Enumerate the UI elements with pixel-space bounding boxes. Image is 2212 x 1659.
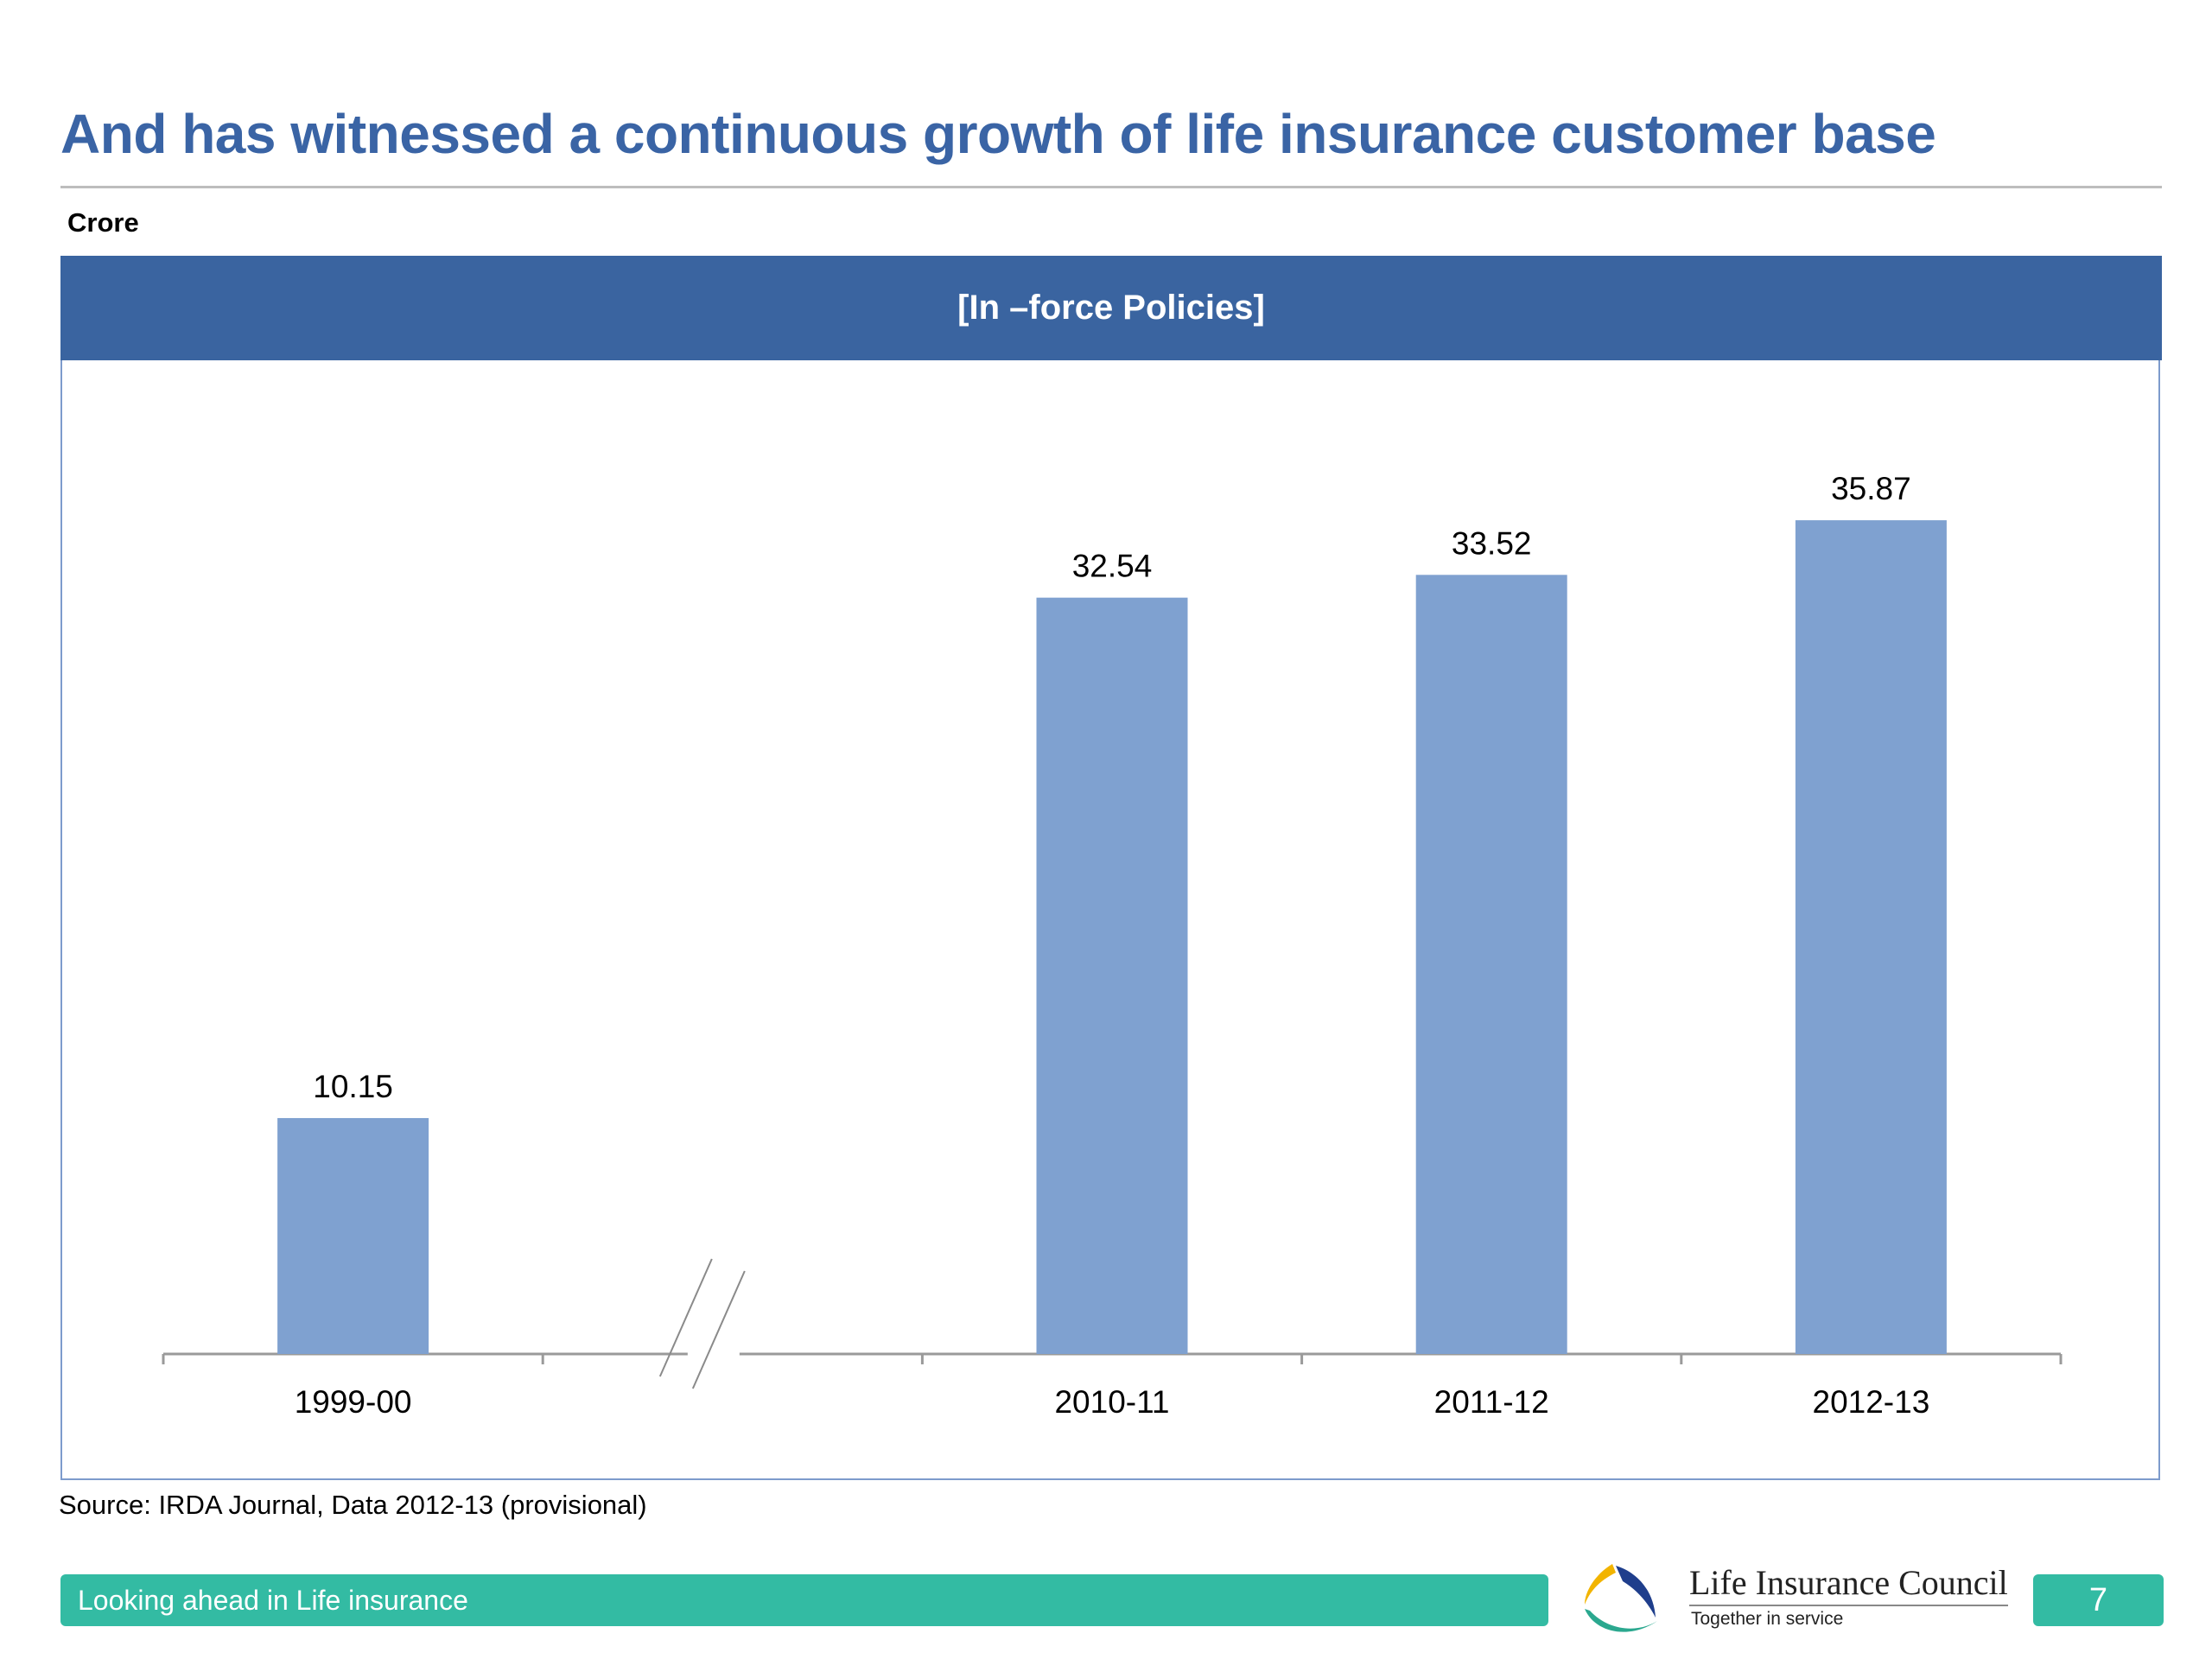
- brand-tagline: Together in service: [1691, 1609, 1844, 1629]
- title-divider: [60, 186, 2162, 188]
- life-insurance-council-logo-icon: [1585, 1564, 1657, 1632]
- footer-text: Looking ahead in Life insurance: [78, 1584, 468, 1616]
- footer-bar: Looking ahead in Life insurance: [60, 1574, 1548, 1626]
- unit-label: Crore: [67, 207, 139, 238]
- x-tick-label: 1999-00: [295, 1384, 412, 1420]
- x-tick-label: 2012-13: [1813, 1384, 1930, 1420]
- axis-break-mark: [691, 1270, 746, 1389]
- data-label: 10.15: [313, 1069, 393, 1104]
- axis-break-gap: [687, 1344, 740, 1364]
- x-tick-label: 2011-12: [1434, 1384, 1549, 1420]
- page-number: 7: [2033, 1574, 2164, 1626]
- data-label: 32.54: [1072, 549, 1153, 584]
- data-label: 35.87: [1831, 471, 1911, 506]
- data-label: 33.52: [1452, 525, 1532, 561]
- bar-2011-12: [1415, 575, 1567, 1354]
- bar-2010-11: [1036, 597, 1188, 1354]
- axis-break-mark: [658, 1258, 713, 1377]
- chart-title: [In –force Policies]: [60, 256, 2162, 360]
- slide-title: And has witnessed a continuous growth of…: [60, 103, 1936, 165]
- bar-1999-00: [277, 1117, 429, 1354]
- bar-2012-13: [1795, 520, 1947, 1354]
- brand-name: Life Insurance Council: [1689, 1562, 2008, 1606]
- x-tick-label: 2010-11: [1054, 1384, 1169, 1420]
- source-note: Source: IRDA Journal, Data 2012-13 (prov…: [59, 1490, 647, 1520]
